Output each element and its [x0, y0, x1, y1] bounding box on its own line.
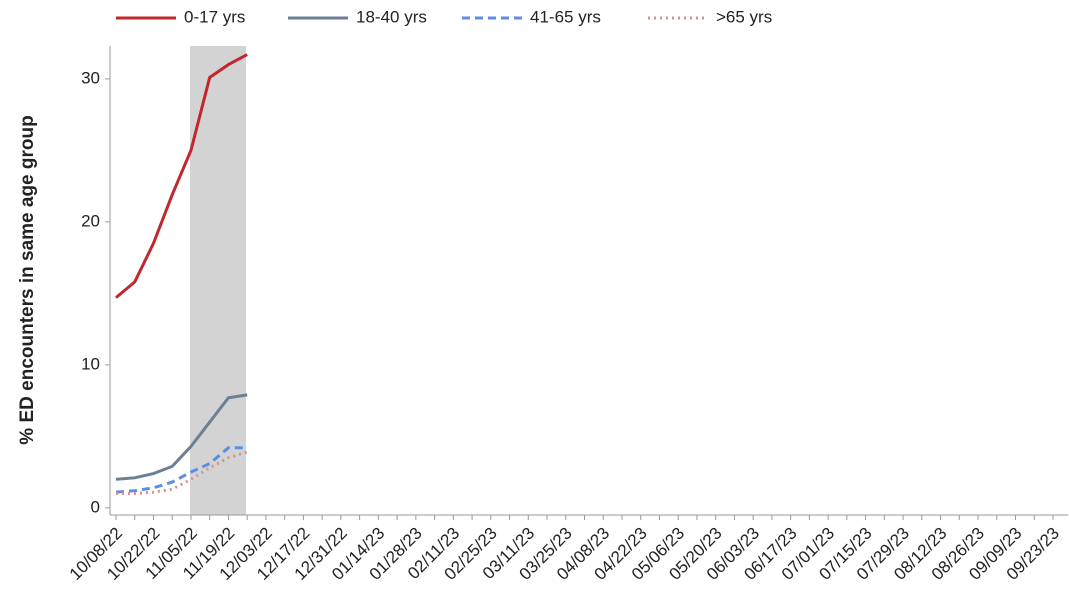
legend-label: >65 yrs [716, 7, 772, 26]
line-series [115, 446, 248, 494]
y-tick-label: 10 [81, 354, 100, 373]
legend-label: 0-17 yrs [184, 7, 245, 26]
y-tick-label: 20 [81, 211, 100, 230]
line-series [115, 393, 248, 481]
legend-label: 18-40 yrs [356, 7, 427, 26]
line-series [115, 53, 248, 299]
y-axis-label: % ED encounters in same age group [17, 115, 38, 444]
y-tick-label: 0 [91, 497, 100, 516]
line-series [116, 450, 248, 496]
y-tick-label: 30 [81, 68, 100, 87]
legend-label: 41-65 yrs [530, 7, 601, 26]
